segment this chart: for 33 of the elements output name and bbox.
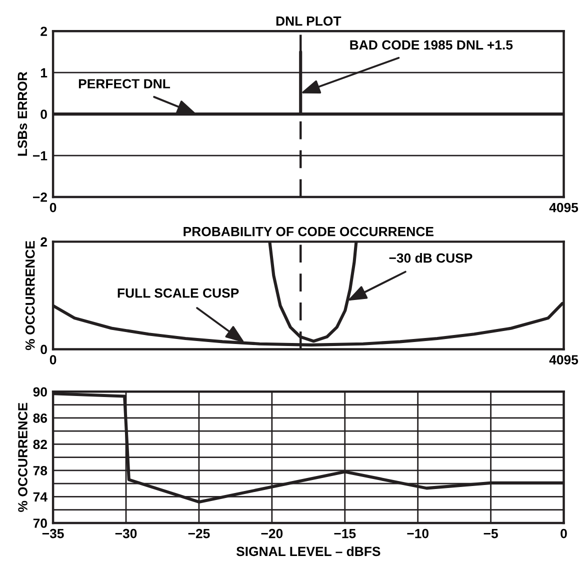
y-tick-label: −2 <box>33 192 47 202</box>
y-tick-label: 74 <box>33 492 48 502</box>
y-tick-label: 2 <box>40 26 47 36</box>
y-axis-title: % OCCURRENCE <box>18 402 28 512</box>
x-tick-label: −20 <box>261 528 283 538</box>
x-tick-label: −35 <box>42 528 64 538</box>
annotation: BAD CODE 1985 DNL +1.5 <box>350 40 513 50</box>
annotation: −30 dB CUSP <box>389 253 472 263</box>
annotation: PERFECT DNL <box>78 79 170 88</box>
y-axis-title: LSBs ERROR <box>18 72 28 156</box>
chart-title: DNL PLOT <box>276 16 342 26</box>
annotation: FULL SCALE CUSP <box>118 288 239 298</box>
y-tick-label: −1 <box>33 151 48 160</box>
y-tick-label: 0 <box>40 344 47 354</box>
y-tick-label: 78 <box>33 466 48 476</box>
y-tick-label: 1 <box>40 68 48 78</box>
x-tick-label: 0 <box>560 528 567 538</box>
chart-title: PROBABILITY OF CODE OCCURRENCE <box>184 226 434 236</box>
x-tick-label: −25 <box>188 528 210 538</box>
x-tick-label: 4095 <box>549 202 578 212</box>
x-tick-label: −15 <box>334 529 356 538</box>
x-tick-label: −10 <box>407 528 428 538</box>
y-tick-label: 70 <box>33 518 47 528</box>
x-tick-label: −5 <box>484 529 498 538</box>
y-tick-label: 0 <box>40 110 47 119</box>
x-tick-label: 4095 <box>549 355 578 364</box>
x-tick-label: −30 <box>115 528 137 538</box>
y-tick-label: 82 <box>33 440 47 450</box>
y-tick-label: 90 <box>33 387 47 397</box>
x-axis-title: SIGNAL LEVEL – dBFS <box>236 546 380 556</box>
y-tick-label: 2 <box>40 237 47 246</box>
y-tick-label: 86 <box>33 414 48 423</box>
y-axis-title: % OCCURRENCE <box>25 240 35 350</box>
